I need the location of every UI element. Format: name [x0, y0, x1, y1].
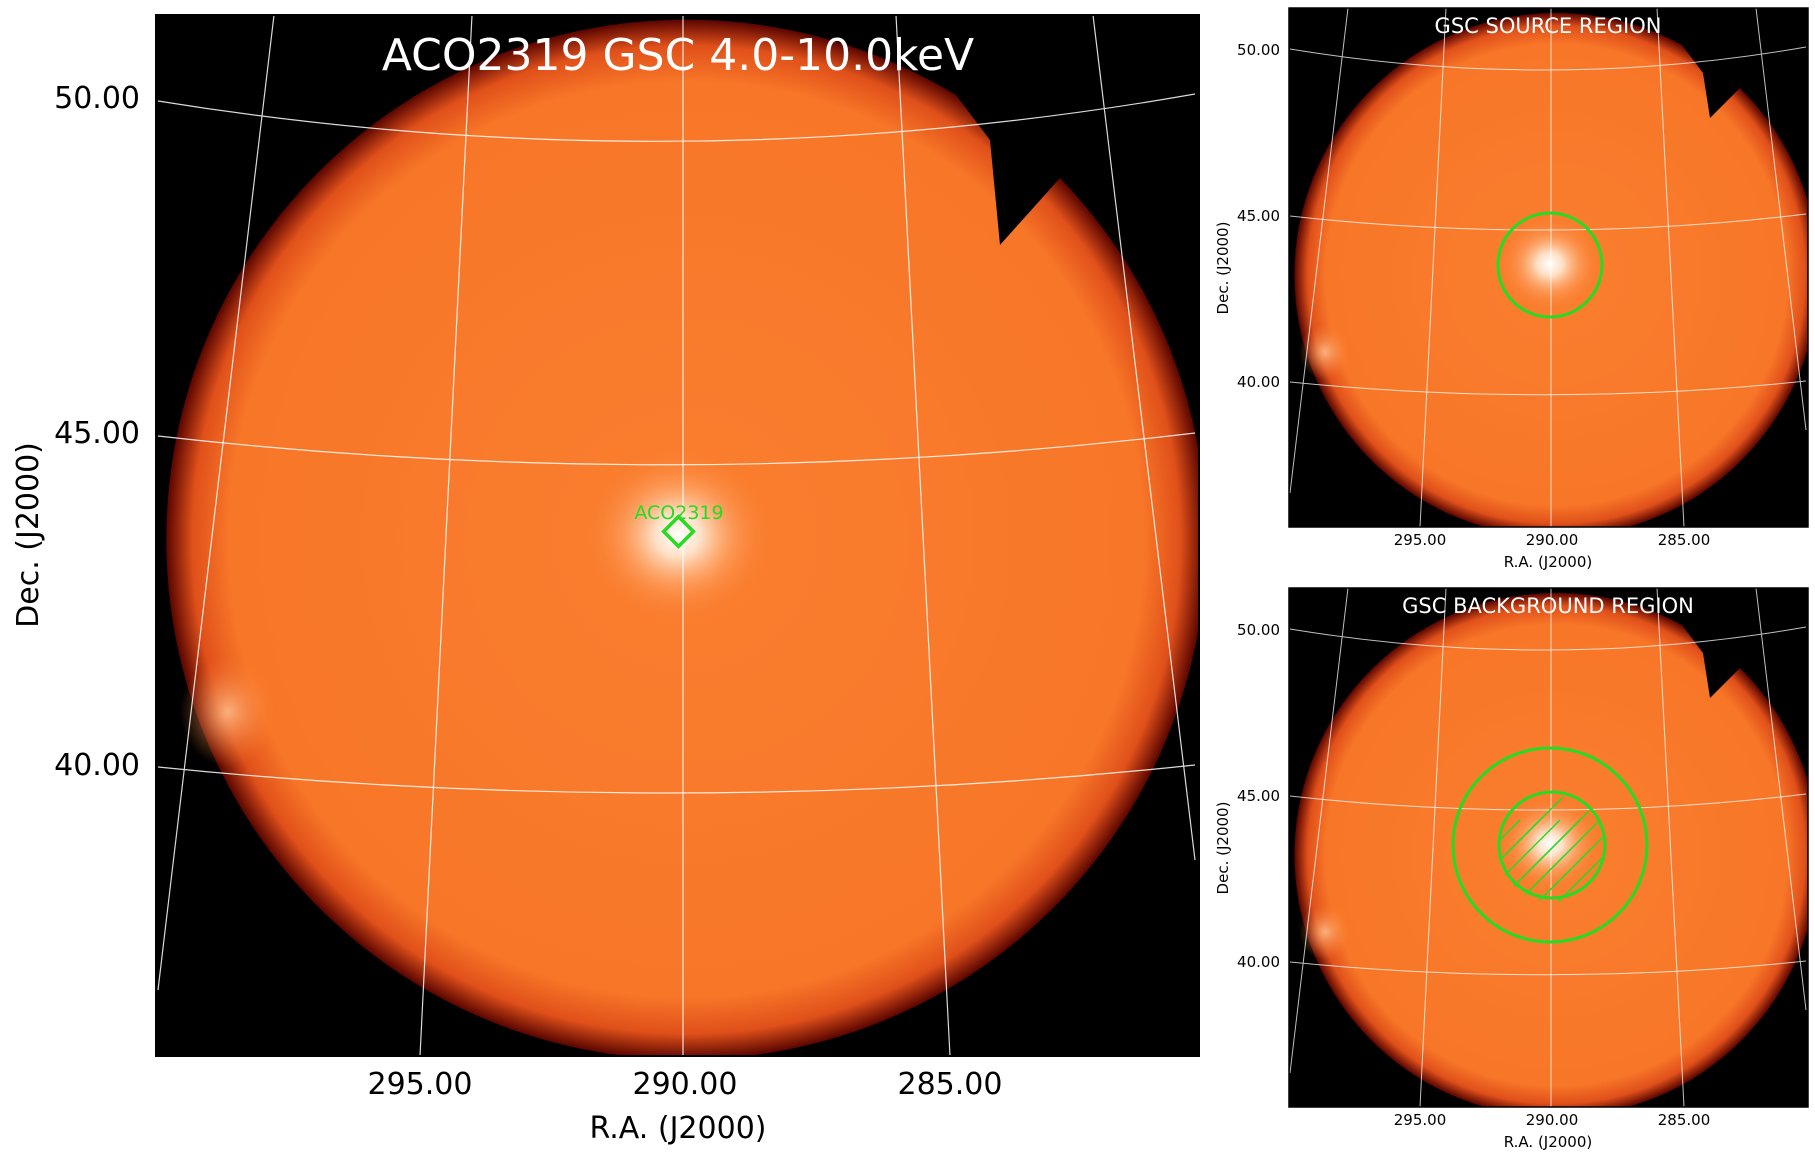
main-panel: ACO2319 ACO2319 GSC 4.0-10.0keV 50.00 45… [11, 14, 1200, 1146]
source-x-tick: 285.00 [1658, 531, 1711, 549]
source-label: ACO2319 [634, 502, 723, 524]
main-y-tick: 45.00 [54, 416, 140, 451]
source-panel-title: GSC SOURCE REGION [1435, 14, 1662, 38]
source-y-tick: 50.00 [1237, 41, 1280, 59]
source-panel-glow [1500, 218, 1600, 310]
background-y-tick: 45.00 [1237, 787, 1280, 805]
source-marker-diamond [661, 514, 696, 549]
background-inner-circle [1497, 790, 1607, 900]
background-y-tick: 40.00 [1237, 953, 1280, 971]
background-outer-circle [1451, 746, 1649, 944]
source-y-tick: 40.00 [1237, 373, 1280, 391]
source-extraction-circle [1496, 211, 1604, 319]
background-x-tick: 290.00 [1526, 1111, 1579, 1129]
source-coordinate-grid [1289, 8, 1807, 527]
source-x-axis-label: R.A. (J2000) [1504, 553, 1593, 571]
background-x-tick: 295.00 [1394, 1111, 1447, 1129]
background-x-axis-label: R.A. (J2000) [1504, 1133, 1593, 1151]
main-y-tick: 40.00 [54, 748, 140, 783]
main-x-tick: 285.00 [898, 1067, 1003, 1102]
background-panel-blob [1299, 904, 1351, 960]
background-region-panel: GSC BACKGROUND REGION 50.00 45.00 40.00 … [1214, 587, 1809, 1151]
source-y-tick: 45.00 [1237, 207, 1280, 225]
background-y-axis-label: Dec. (J2000) [1214, 802, 1232, 895]
background-coordinate-grid [1289, 588, 1807, 1107]
background-x-tick: 285.00 [1658, 1111, 1711, 1129]
background-panel-title: GSC BACKGROUND REGION [1402, 594, 1694, 618]
source-x-tick: 290.00 [1526, 531, 1579, 549]
source-y-axis-label: Dec. (J2000) [1214, 222, 1232, 315]
source-x-tick: 295.00 [1394, 531, 1447, 549]
main-source-glow [586, 450, 770, 620]
main-x-tick: 295.00 [368, 1067, 473, 1102]
background-y-tick: 50.00 [1237, 621, 1280, 639]
source-panel-blob [1299, 324, 1351, 380]
main-coordinate-grid [157, 15, 1196, 1056]
main-y-tick: 50.00 [54, 81, 140, 116]
main-title: ACO2319 GSC 4.0-10.0keV [382, 30, 974, 81]
main-x-tick: 290.00 [633, 1067, 738, 1102]
main-secondary-blob [180, 657, 276, 767]
main-x-axis-label: R.A. (J2000) [590, 1111, 767, 1146]
main-y-axis-label: Dec. (J2000) [11, 442, 46, 628]
background-panel-glow [1500, 798, 1600, 890]
source-region-panel: GSC SOURCE REGION 50.00 45.00 40.00 295.… [1214, 7, 1809, 571]
